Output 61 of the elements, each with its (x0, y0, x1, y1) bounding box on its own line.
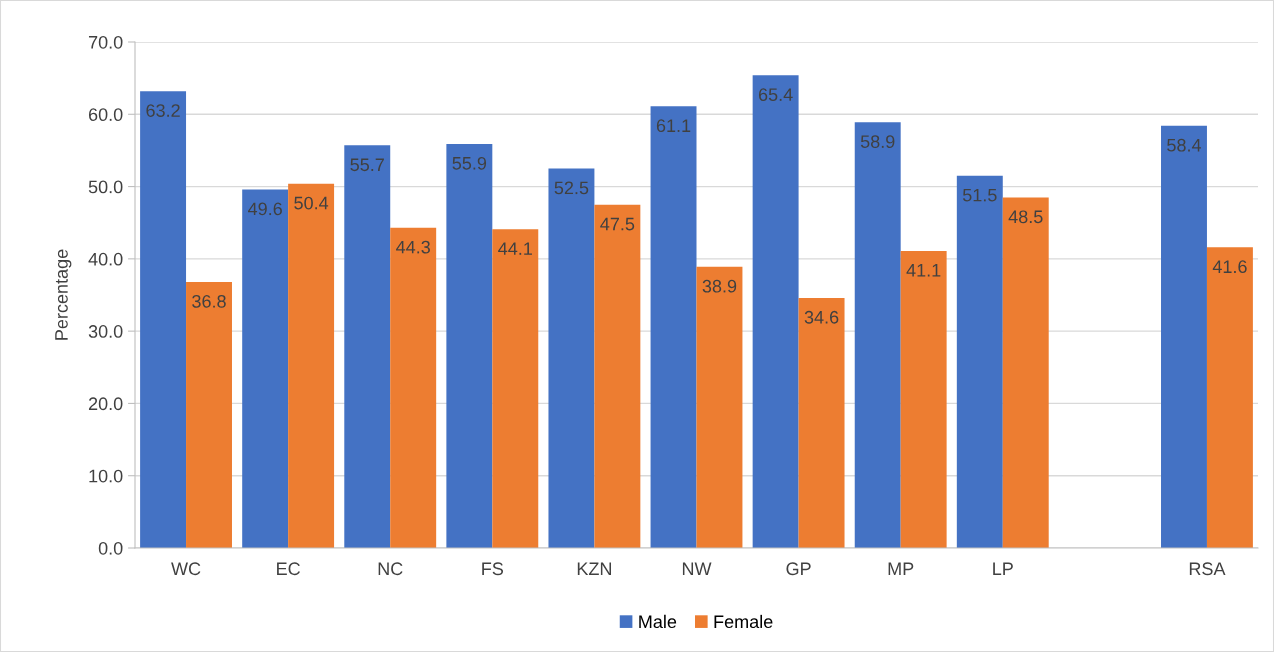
x-tick-label: EC (277, 562, 300, 576)
x-tick-label: KZN (577, 562, 611, 575)
data-label: 58.4 (1167, 138, 1202, 152)
y-tick-label: 20.0 (88, 397, 123, 411)
y-tick-label: 40.0 (88, 252, 123, 266)
data-label: 51.5 (962, 188, 997, 202)
y-tick-label: 30.0 (88, 325, 123, 338)
bar (956, 175, 1003, 548)
data-label: 65.4 (758, 88, 793, 102)
data-label: 36.8 (192, 294, 226, 308)
bar (446, 143, 493, 548)
bar (186, 281, 232, 548)
bar (752, 75, 799, 548)
data-label: 49.6 (248, 202, 282, 216)
bar (854, 122, 901, 548)
data-label: 47.5 (600, 217, 635, 231)
bar (390, 227, 437, 548)
legend-label: Female (714, 614, 773, 629)
y-tick-label: 10.0 (89, 469, 123, 483)
data-label: 44.3 (396, 240, 430, 254)
x-tick-label: WC (171, 562, 201, 576)
x-tick-label: LP (993, 562, 1013, 575)
bar (1161, 125, 1207, 548)
bar (594, 204, 641, 548)
data-label: 38.9 (702, 279, 737, 293)
data-label: 55.7 (350, 158, 384, 172)
x-tick-label: NW (682, 562, 712, 575)
x-tick-label: MP (888, 562, 914, 575)
x-tick-label: NC (378, 562, 403, 576)
x-tick-label: FS (482, 562, 504, 576)
y-tick-label: 70.0 (88, 35, 123, 49)
bar (242, 189, 289, 548)
bar (1002, 197, 1049, 548)
data-label: 41.1 (906, 264, 941, 277)
data-label: 52.5 (554, 181, 589, 195)
data-label: 41.6 (1212, 260, 1247, 274)
data-label: 44.1 (498, 242, 532, 255)
bar (344, 145, 391, 548)
data-label: 34.6 (804, 310, 839, 324)
data-label: 58.9 (860, 135, 895, 148)
x-tick-label: GP (786, 562, 811, 576)
data-label: 63.2 (146, 104, 180, 117)
bar (288, 183, 335, 548)
data-label: 55.9 (452, 156, 487, 170)
bar (140, 91, 187, 548)
bar (492, 229, 539, 548)
bar (798, 297, 845, 548)
x-tick-label: RSA (1189, 562, 1226, 576)
bar (548, 168, 595, 548)
y-axis-title: Percentage (55, 249, 72, 340)
y-tick-label: 60.0 (88, 108, 123, 122)
bar (900, 250, 947, 548)
data-label: 61.1 (656, 119, 691, 133)
legend-label: Male (639, 614, 677, 629)
y-tick-label: 0.0 (98, 541, 123, 555)
bar (1206, 247, 1253, 548)
data-label: 50.4 (294, 196, 329, 210)
data-label: 48.5 (1008, 210, 1043, 224)
bar (650, 106, 697, 548)
bar (696, 266, 743, 548)
y-tick-label: 50.0 (88, 180, 123, 194)
